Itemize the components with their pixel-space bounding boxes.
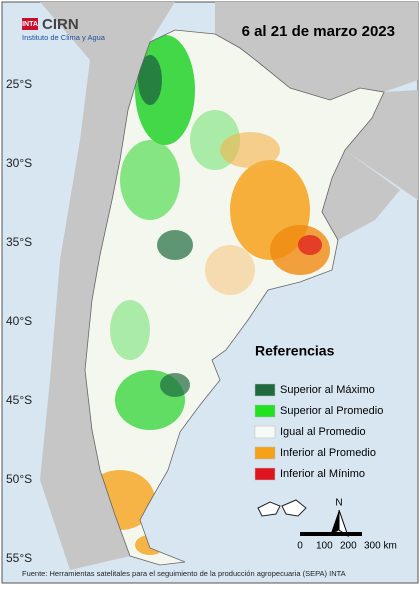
compass-label: N — [335, 498, 342, 509]
latitude-label: 30°S — [6, 156, 32, 170]
brazil-land — [345, 90, 418, 200]
legend-label: Superior al Máximo — [280, 384, 375, 396]
falkland-islands — [257, 499, 307, 517]
scale-labels: 0 100 200 300 km — [297, 541, 397, 552]
chile-land — [2, 2, 175, 570]
scale-bar — [300, 532, 362, 536]
scale-label: 100 — [316, 541, 333, 552]
latitude-labels: 25°S 30°S 35°S 40°S 45°S 50°S 55°S — [6, 77, 32, 565]
latitude-label: 55°S — [6, 551, 32, 565]
legend-label: Inferior al Mínimo — [280, 468, 365, 480]
brand: CIRN — [42, 16, 79, 33]
scale-label: 200 — [340, 541, 357, 552]
legend-swatch — [254, 404, 276, 418]
scale-label: 300 km — [364, 541, 397, 552]
legend-swatch — [254, 446, 276, 460]
latitude-label: 50°S — [6, 472, 32, 486]
institute: Instituto de Clima y Agua — [22, 33, 106, 42]
legend-label: Inferior al Promedio — [280, 447, 376, 459]
footer-source: Fuente: Herramientas satelitales para el… — [22, 569, 346, 578]
legend-swatch — [254, 383, 276, 397]
latitude-label: 35°S — [6, 235, 32, 249]
bolivia-paraguay-land — [215, 2, 418, 100]
latitude-label: 45°S — [6, 393, 32, 407]
legend: Superior al Máximo Superior al Promedio Ig… — [254, 383, 383, 481]
map-title: 6 al 21 de marzo 2023 — [242, 23, 395, 40]
legend-label: Igual al Promedio — [280, 426, 366, 438]
latitude-label: 25°S — [6, 77, 32, 91]
compass-arrow — [330, 510, 339, 536]
legend-label: Superior al Promedio — [280, 405, 383, 417]
legend-swatch — [254, 467, 276, 481]
logo-badge — [22, 18, 38, 30]
uruguay-land — [322, 150, 400, 240]
legend-swatch — [254, 425, 276, 439]
legend-title: Referencias — [255, 343, 335, 359]
scale-label: 0 — [297, 541, 303, 552]
logo-text: INTA — [22, 21, 38, 28]
latitude-label: 40°S — [6, 314, 32, 328]
